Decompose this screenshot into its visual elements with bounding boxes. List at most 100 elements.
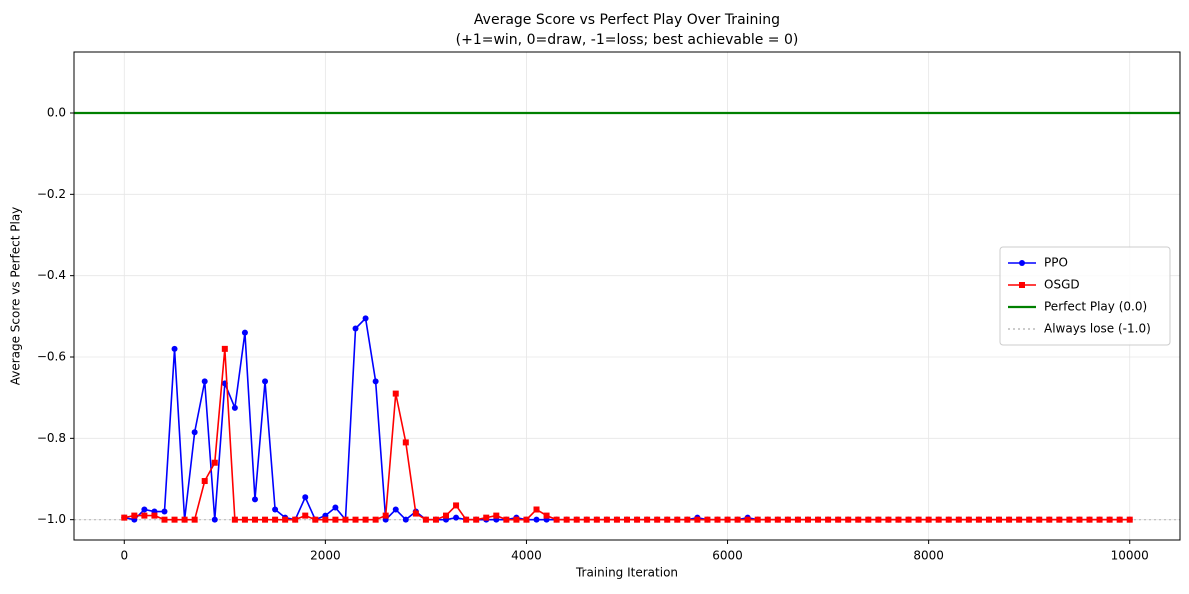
marker bbox=[191, 516, 198, 523]
marker bbox=[865, 516, 872, 523]
marker bbox=[1006, 516, 1013, 523]
marker bbox=[231, 404, 238, 411]
plot-frame bbox=[73, 51, 1181, 541]
marker bbox=[674, 516, 681, 523]
marker bbox=[251, 496, 258, 503]
marker bbox=[161, 508, 168, 515]
marker bbox=[282, 516, 289, 523]
legend-marker bbox=[1019, 260, 1025, 266]
marker bbox=[181, 516, 188, 523]
x-tick-label: 4000 bbox=[511, 549, 542, 563]
x-tick-label: 0 bbox=[120, 549, 128, 563]
marker bbox=[302, 512, 309, 519]
marker bbox=[915, 516, 922, 523]
marker bbox=[523, 516, 530, 523]
marker bbox=[1076, 516, 1083, 523]
marker bbox=[664, 516, 671, 523]
marker bbox=[141, 506, 148, 513]
marker bbox=[453, 502, 460, 509]
marker bbox=[624, 516, 630, 523]
marker bbox=[563, 516, 570, 523]
marker bbox=[955, 516, 962, 523]
marker bbox=[302, 494, 309, 501]
y-tick-label: −1.0 bbox=[37, 512, 66, 526]
marker bbox=[684, 516, 691, 523]
marker bbox=[1086, 516, 1093, 523]
marker bbox=[483, 514, 490, 521]
marker bbox=[272, 516, 279, 523]
marker bbox=[845, 516, 852, 523]
marker bbox=[985, 516, 992, 523]
marker bbox=[774, 516, 781, 523]
marker bbox=[804, 516, 811, 523]
marker bbox=[171, 516, 178, 523]
marker bbox=[131, 512, 138, 519]
marker bbox=[583, 516, 590, 523]
marker bbox=[996, 516, 1003, 523]
marker bbox=[905, 516, 912, 523]
marker bbox=[815, 516, 822, 523]
marker bbox=[463, 516, 470, 523]
marker bbox=[251, 516, 258, 523]
marker bbox=[644, 516, 651, 523]
series-line bbox=[124, 316, 1130, 522]
marker bbox=[513, 516, 520, 523]
marker bbox=[201, 378, 208, 385]
marker bbox=[332, 516, 339, 523]
marker bbox=[1066, 516, 1073, 523]
chart-title: Average Score vs Perfect Play Over Train… bbox=[474, 12, 780, 28]
marker bbox=[382, 512, 389, 519]
legend-marker bbox=[1019, 282, 1025, 288]
marker bbox=[272, 506, 279, 513]
marker bbox=[694, 516, 701, 523]
legend-box bbox=[999, 246, 1171, 346]
marker bbox=[825, 516, 832, 523]
y-tick-label: −0.2 bbox=[37, 187, 66, 201]
marker bbox=[794, 516, 801, 523]
marker bbox=[151, 512, 158, 519]
marker bbox=[784, 516, 791, 523]
x-tick-label: 10000 bbox=[1111, 549, 1149, 563]
marker bbox=[1036, 516, 1043, 523]
marker bbox=[885, 516, 892, 523]
marker bbox=[724, 516, 731, 523]
legend: PPO OSGD Perfect Play (0.0) Always lose (-1… bbox=[999, 246, 1171, 346]
marker bbox=[654, 516, 661, 523]
marker bbox=[262, 378, 269, 385]
marker bbox=[191, 429, 198, 436]
marker bbox=[322, 516, 329, 523]
y-tick-label: −0.6 bbox=[37, 350, 66, 364]
marker bbox=[553, 516, 560, 523]
marker bbox=[292, 516, 299, 523]
marker bbox=[1046, 516, 1053, 523]
marker bbox=[443, 512, 450, 519]
marker bbox=[613, 516, 620, 523]
marker bbox=[453, 514, 460, 521]
marker bbox=[392, 390, 399, 397]
marker bbox=[402, 439, 409, 446]
marker bbox=[603, 516, 610, 523]
marker bbox=[634, 516, 641, 523]
marker bbox=[332, 504, 339, 511]
marker bbox=[241, 329, 248, 336]
chart-subtitle: (+1=win, 0=draw, -1=loss; best achievabl… bbox=[456, 32, 799, 48]
y-axis-label: Average Score vs Perfect Play bbox=[9, 207, 23, 386]
marker bbox=[171, 345, 178, 352]
marker bbox=[352, 325, 359, 332]
legend-label: PPO bbox=[1044, 256, 1068, 270]
marker bbox=[352, 516, 359, 523]
marker bbox=[161, 516, 168, 523]
marker bbox=[211, 459, 218, 466]
marker bbox=[221, 345, 228, 352]
marker bbox=[734, 516, 741, 523]
marker bbox=[1116, 516, 1123, 523]
x-axis-label: Training Iteration bbox=[575, 566, 678, 580]
marker bbox=[262, 516, 269, 523]
marker bbox=[593, 516, 600, 523]
marker bbox=[241, 516, 248, 523]
marker bbox=[372, 516, 379, 523]
marker bbox=[855, 516, 862, 523]
marker bbox=[533, 516, 540, 523]
marker bbox=[201, 478, 208, 485]
